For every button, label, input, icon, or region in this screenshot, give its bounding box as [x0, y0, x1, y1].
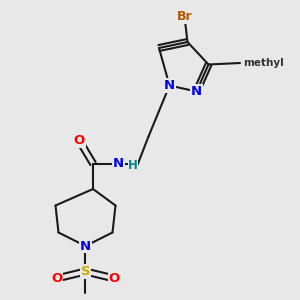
Text: O: O [108, 272, 120, 285]
Text: O: O [74, 134, 85, 148]
Text: N: N [80, 239, 91, 253]
Text: N: N [113, 157, 124, 170]
Text: H: H [128, 159, 138, 172]
Text: N: N [164, 79, 175, 92]
Text: O: O [51, 272, 63, 285]
Text: S: S [81, 265, 90, 278]
Text: N: N [191, 85, 202, 98]
Text: methyl: methyl [243, 58, 284, 68]
Text: Br: Br [177, 10, 192, 23]
